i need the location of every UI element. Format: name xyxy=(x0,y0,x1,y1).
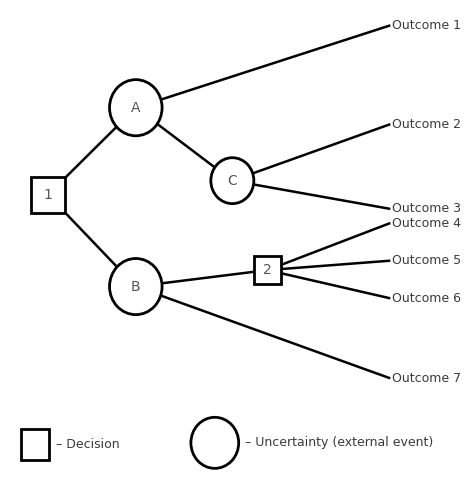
Ellipse shape xyxy=(109,259,162,315)
Text: 1: 1 xyxy=(44,188,53,202)
Text: 2: 2 xyxy=(263,263,272,277)
Text: A: A xyxy=(131,101,141,114)
Text: C: C xyxy=(228,174,237,188)
FancyBboxPatch shape xyxy=(254,256,281,284)
Text: – Uncertainty (external event): – Uncertainty (external event) xyxy=(245,436,434,449)
Text: B: B xyxy=(131,280,141,294)
Ellipse shape xyxy=(211,158,254,204)
Ellipse shape xyxy=(109,80,162,136)
FancyBboxPatch shape xyxy=(31,177,65,213)
Ellipse shape xyxy=(191,417,239,468)
Text: Outcome 3: Outcome 3 xyxy=(392,203,462,216)
Text: Outcome 4: Outcome 4 xyxy=(392,217,462,229)
Text: – Decision: – Decision xyxy=(56,438,119,451)
Text: Outcome 6: Outcome 6 xyxy=(392,292,462,305)
FancyBboxPatch shape xyxy=(20,429,49,459)
Text: Outcome 1: Outcome 1 xyxy=(392,19,462,32)
Text: Outcome 5: Outcome 5 xyxy=(392,254,462,267)
Text: Outcome 7: Outcome 7 xyxy=(392,372,462,385)
Text: Outcome 2: Outcome 2 xyxy=(392,118,462,131)
